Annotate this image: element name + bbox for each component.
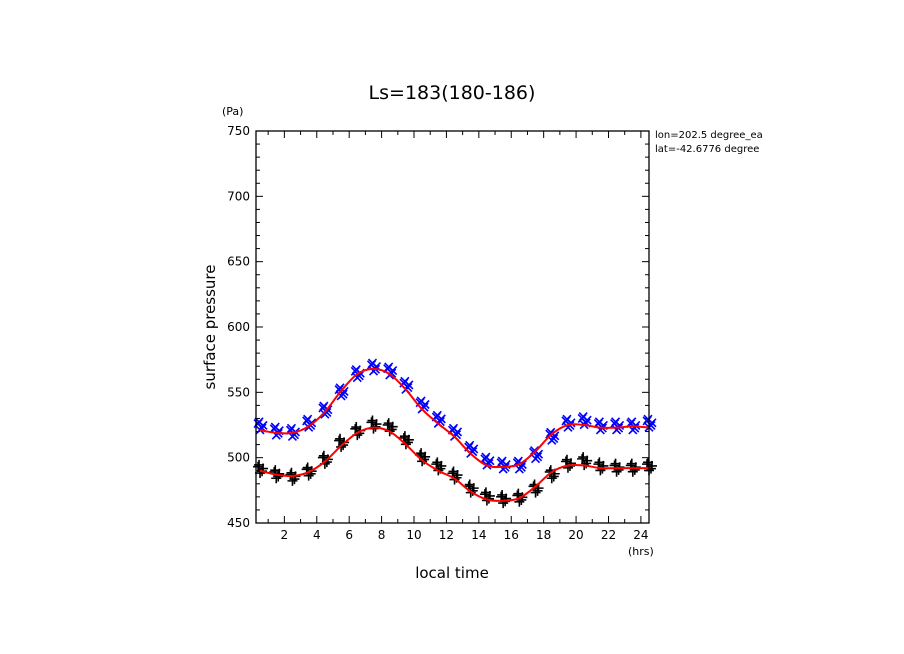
x-tick-label: 8 (378, 528, 386, 542)
y-tick-label: 650 (227, 255, 250, 269)
data-point-x (452, 427, 463, 437)
x-tick-label: 12 (439, 528, 454, 542)
data-point-plus (452, 470, 463, 481)
y-tick-label: 750 (227, 124, 250, 138)
data-point-x (258, 420, 268, 430)
data-point-plus (387, 421, 398, 432)
data-point-x (485, 456, 495, 466)
x-unit-label: (hrs) (628, 545, 654, 558)
data-point-x (436, 414, 446, 424)
data-point-x (339, 386, 349, 396)
y-unit-label: (Pa) (222, 105, 243, 118)
data-point-plus (403, 434, 414, 445)
x-axis-label: local time (415, 564, 489, 582)
annotation-lon: lon=202.5 degree_ea (655, 130, 763, 141)
x-tick-label: 2 (281, 528, 289, 542)
annotation-lat: lat=-42.6776 degree (655, 144, 759, 155)
y-tick-label: 550 (227, 385, 250, 399)
data-point-x (469, 444, 479, 454)
plot-frame (255, 130, 650, 524)
data-point-x (517, 460, 527, 470)
x-tick-label: 10 (406, 528, 421, 542)
y-tick-label: 450 (227, 516, 250, 530)
x-tick-label: 14 (471, 528, 486, 542)
data-point-x (320, 409, 330, 419)
y-tick-label: 700 (227, 189, 250, 203)
data-point-x (255, 425, 265, 435)
x-tick-label: 18 (536, 528, 551, 542)
data-point-x (404, 380, 414, 390)
y-tick-label: 600 (227, 320, 250, 334)
chart-title: Ls=183(180-186) (369, 82, 536, 104)
x-tick-label: 4 (313, 528, 321, 542)
y-tick-label: 500 (227, 451, 250, 465)
data-point-x (582, 415, 592, 425)
x-tick-label: 20 (568, 528, 583, 542)
data-point-plus (468, 483, 479, 494)
data-point-plus (582, 455, 593, 466)
data-point-x (530, 454, 541, 464)
fit-line (259, 367, 650, 469)
x-tick-label: 24 (633, 528, 648, 542)
data-point-plus (501, 493, 512, 504)
data-point-plus (436, 460, 447, 471)
data-point-plus (565, 458, 576, 469)
x-tick-label: 22 (601, 528, 616, 542)
x-tick-label: 16 (504, 528, 519, 542)
y-axis-label: surface pressure (201, 265, 219, 390)
data-point-plus (420, 451, 431, 462)
data-point-x (514, 464, 524, 474)
fit-line (259, 426, 649, 502)
data-point-x (420, 399, 430, 410)
x-tick-label: 6 (345, 528, 353, 542)
